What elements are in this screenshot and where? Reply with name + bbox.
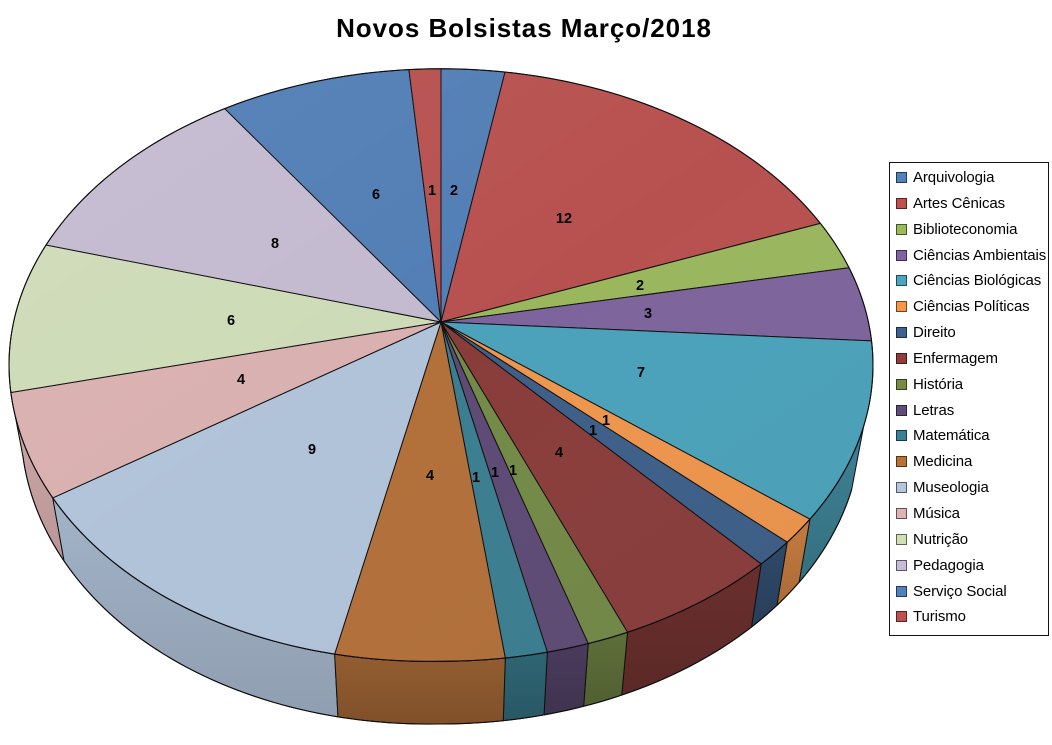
- svg-text:4: 4: [426, 468, 434, 484]
- svg-text:1: 1: [602, 413, 610, 429]
- svg-text:12: 12: [556, 211, 572, 227]
- svg-text:1: 1: [589, 423, 597, 439]
- svg-text:2: 2: [636, 278, 644, 294]
- svg-text:6: 6: [372, 187, 380, 203]
- svg-text:8: 8: [271, 236, 279, 252]
- svg-text:4: 4: [237, 372, 245, 388]
- svg-text:3: 3: [644, 306, 652, 322]
- svg-text:6: 6: [227, 313, 235, 329]
- svg-text:9: 9: [308, 442, 316, 458]
- svg-text:1: 1: [428, 183, 436, 199]
- svg-text:2: 2: [450, 183, 458, 199]
- svg-text:7: 7: [637, 365, 645, 381]
- svg-text:1: 1: [472, 470, 480, 486]
- svg-text:1: 1: [491, 465, 499, 481]
- svg-text:1: 1: [509, 463, 517, 479]
- svg-text:4: 4: [555, 445, 563, 461]
